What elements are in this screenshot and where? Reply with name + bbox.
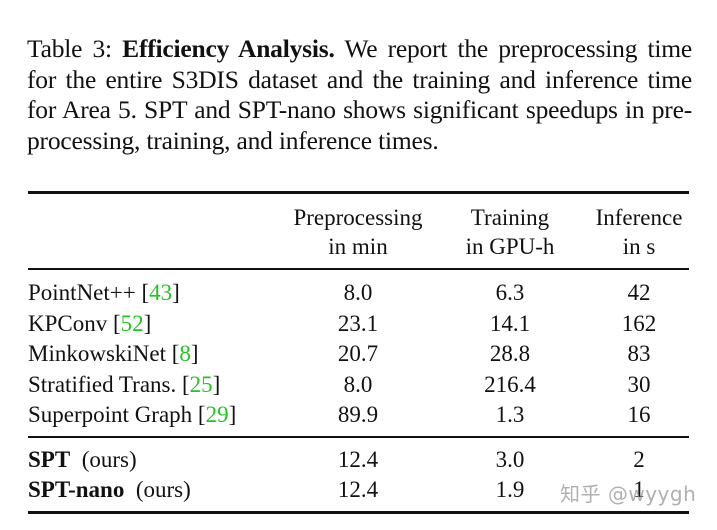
- header-training: Training in GPU-h: [466, 203, 555, 261]
- cell-inference: 162: [621, 310, 657, 336]
- cell-preprocessing: 20.7: [337, 341, 379, 366]
- cell-preprocessing: 89.9: [337, 402, 379, 427]
- method-suffix: (ours): [81, 447, 137, 472]
- header-line: in min: [328, 234, 388, 259]
- caption-label: Table 3:: [27, 34, 112, 63]
- table-row-name: SPT-nano (ours): [28, 476, 191, 504]
- header-line: in s: [622, 234, 656, 259]
- method-name: KPConv: [28, 310, 108, 336]
- cell-inference: 1: [633, 477, 645, 502]
- cell-inference: 30: [627, 371, 651, 397]
- cell-preprocessing: 8.0: [343, 371, 373, 397]
- cell-inference: 42: [627, 280, 651, 305]
- header-line: Training: [470, 205, 550, 230]
- cell-training: 1.9: [495, 477, 525, 502]
- cell-training: 28.8: [489, 341, 531, 366]
- citation-link[interactable]: 8: [179, 341, 191, 366]
- method-name: Stratified Trans.: [28, 371, 177, 397]
- cell-inference: 2: [633, 447, 645, 472]
- table-row-name: KPConv [52]: [28, 310, 152, 336]
- caption-body: We report the preprocessing time for the…: [27, 34, 692, 155]
- header-inference: Inference in s: [596, 203, 683, 261]
- method-name: Superpoint Graph: [28, 402, 193, 427]
- cell-preprocessing: 8.0: [343, 280, 373, 305]
- top-rule: [28, 191, 689, 194]
- header-preprocessing: Preprocessing in min: [293, 203, 422, 261]
- header-rule: [28, 268, 689, 270]
- caption-title: Efficiency Analysis.: [122, 34, 335, 63]
- table-row-name: PointNet++ [43]: [28, 280, 180, 305]
- table-row-name: MinkowskiNet [8]: [28, 341, 199, 366]
- cell-training: 3.0: [495, 447, 525, 472]
- header-line: Inference: [595, 205, 683, 230]
- cell-preprocessing: 12.4: [337, 477, 379, 502]
- method-name: MinkowskiNet: [28, 341, 166, 366]
- cell-training: 6.3: [495, 280, 525, 305]
- cell-training: 216.4: [484, 371, 536, 397]
- method-name: SPT-nano: [28, 477, 125, 502]
- header-line: Preprocessing: [293, 205, 423, 230]
- citation-link[interactable]: 29: [205, 402, 229, 427]
- cell-training: 1.3: [495, 402, 525, 427]
- cell-inference: 83: [627, 341, 651, 366]
- table-caption: Table 3: Efficiency Analysis. We report …: [27, 34, 692, 156]
- citation-link[interactable]: 43: [149, 280, 173, 305]
- method-name: PointNet++: [28, 280, 136, 305]
- method-name: SPT: [28, 447, 71, 472]
- citation-link[interactable]: 25: [189, 371, 213, 397]
- cell-preprocessing: 23.1: [337, 310, 379, 336]
- method-suffix: (ours): [135, 477, 191, 502]
- table-row-name: Stratified Trans. [25]: [28, 371, 221, 397]
- cell-preprocessing: 12.4: [337, 447, 379, 472]
- cell-inference: 16: [627, 402, 651, 427]
- cell-training: 14.1: [489, 310, 531, 336]
- bottom-rule: [28, 511, 689, 514]
- table-row-name: SPT (ours): [28, 446, 137, 474]
- header-line: in GPU-h: [465, 234, 555, 259]
- mid-rule: [28, 436, 689, 438]
- watermark: 知乎 @wyygh: [560, 482, 697, 506]
- citation-link[interactable]: 52: [120, 310, 144, 336]
- table-row-name: Superpoint Graph [29]: [28, 402, 237, 427]
